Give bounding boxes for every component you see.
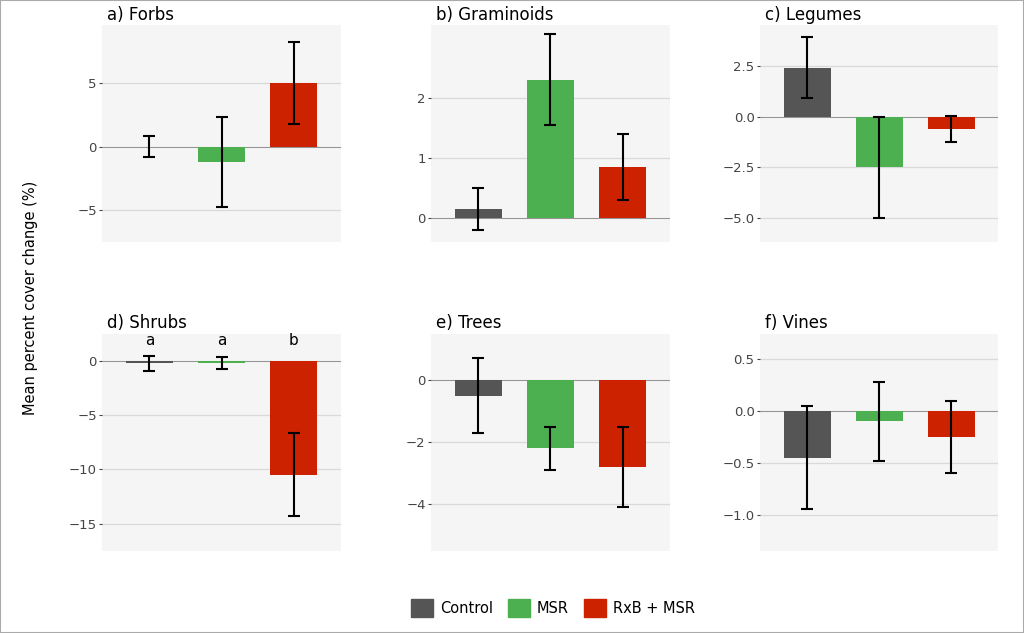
Text: a: a bbox=[217, 333, 226, 348]
Bar bbox=[527, 80, 573, 218]
Bar bbox=[783, 411, 830, 458]
Bar bbox=[455, 380, 502, 396]
Bar bbox=[527, 380, 573, 448]
Bar bbox=[928, 411, 975, 437]
Text: f) Vines: f) Vines bbox=[765, 314, 827, 332]
Bar bbox=[270, 361, 317, 475]
Bar bbox=[198, 361, 245, 363]
Text: b) Graminoids: b) Graminoids bbox=[436, 6, 554, 24]
Legend: Control, MSR, RxB + MSR: Control, MSR, RxB + MSR bbox=[406, 593, 700, 622]
Text: c) Legumes: c) Legumes bbox=[765, 6, 861, 24]
Bar bbox=[599, 167, 646, 218]
Text: e) Trees: e) Trees bbox=[436, 314, 502, 332]
Bar bbox=[198, 147, 245, 162]
Text: Mean percent cover change (%): Mean percent cover change (%) bbox=[23, 180, 38, 415]
Bar bbox=[856, 411, 903, 422]
Bar bbox=[783, 68, 830, 116]
Bar bbox=[126, 361, 173, 363]
Text: b: b bbox=[289, 333, 299, 348]
Bar bbox=[856, 116, 903, 167]
Bar bbox=[270, 83, 317, 147]
Bar bbox=[599, 380, 646, 467]
Text: a) Forbs: a) Forbs bbox=[108, 6, 174, 24]
Text: d) Shrubs: d) Shrubs bbox=[108, 314, 187, 332]
Bar bbox=[928, 116, 975, 128]
Bar bbox=[455, 210, 502, 218]
Text: a: a bbox=[144, 333, 154, 348]
